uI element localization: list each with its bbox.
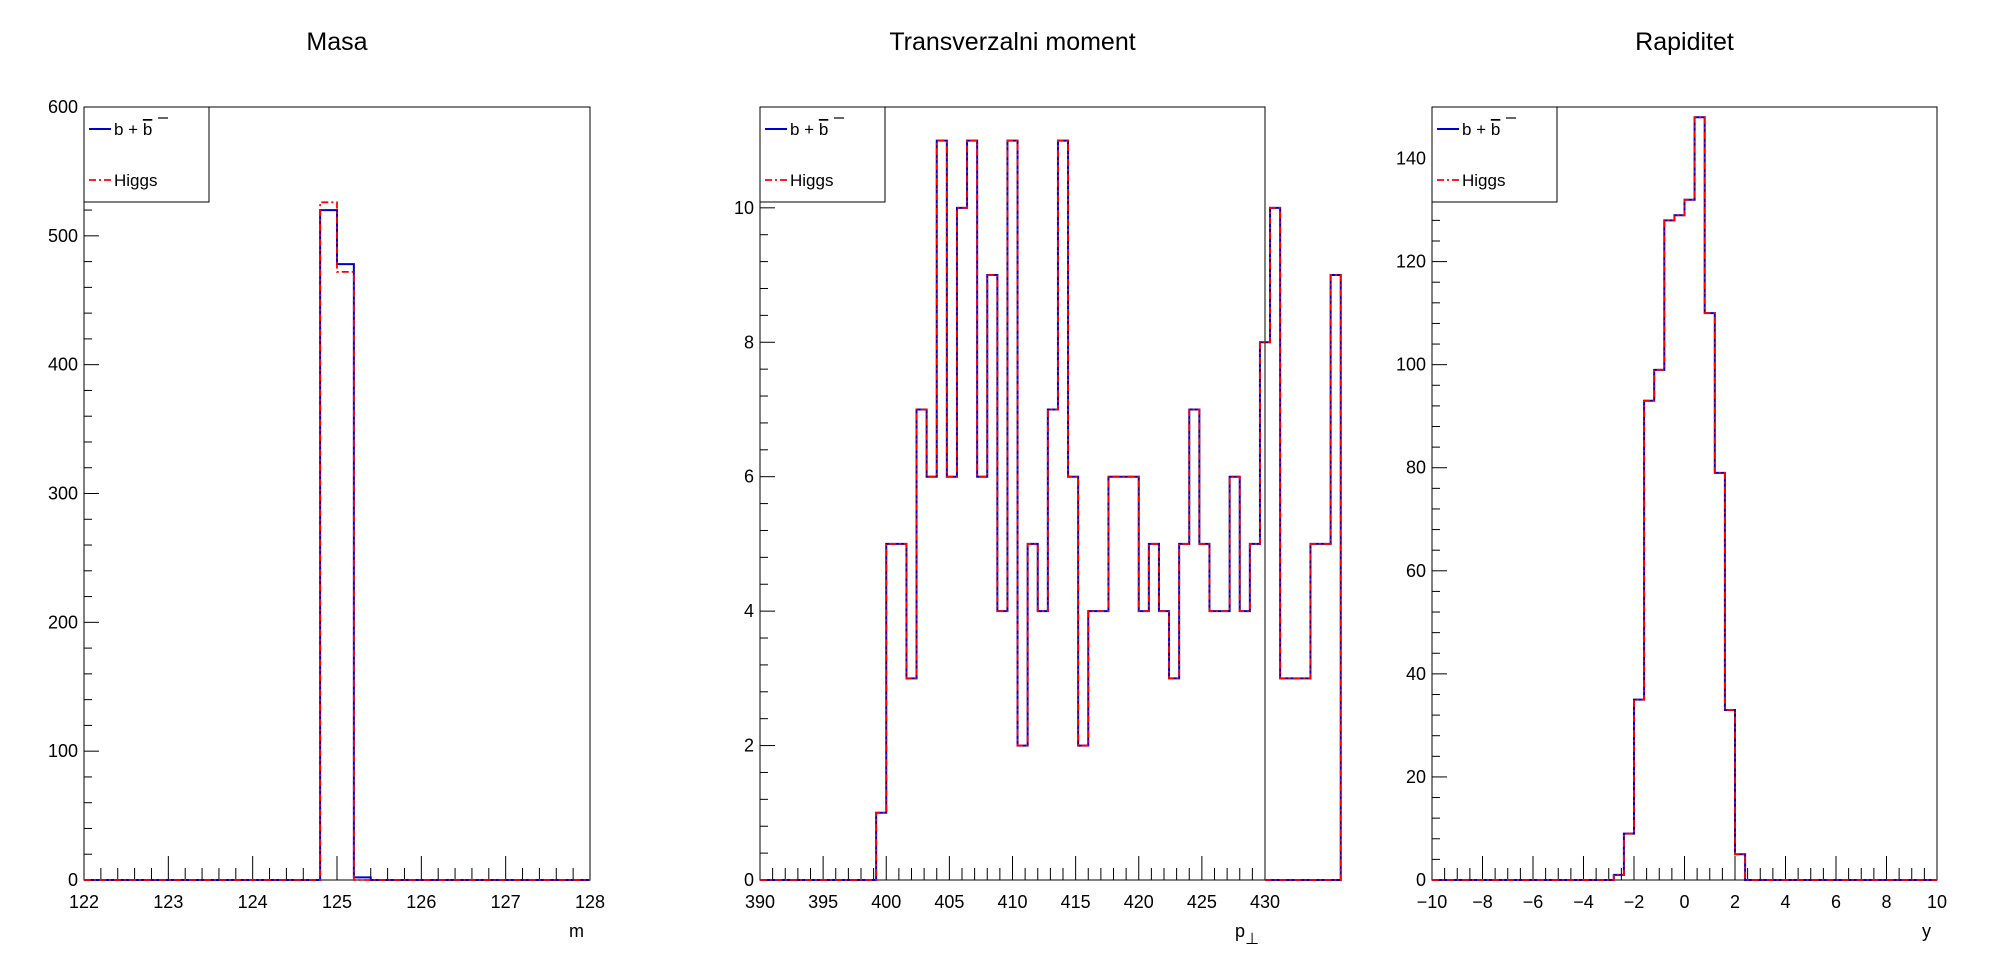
chart-title: Rapiditet: [1635, 28, 1734, 56]
x-tick-label: 425: [1187, 892, 1217, 912]
legend-label-higgs: Higgs: [790, 171, 833, 190]
x-tick-label: 415: [1061, 892, 1091, 912]
y-tick-label: 2: [744, 736, 754, 756]
y-tick-label: 600: [48, 97, 78, 117]
y-tick-label: 0: [744, 870, 754, 890]
panel-3: Rapiditet 0 20 40 60 80 100 120 140 −10 −8 −6 −4 −2 0 2…: [1396, 28, 1947, 941]
x-tick-label: −4: [1573, 892, 1594, 912]
x-tick-label: 405: [934, 892, 964, 912]
y-tick-label: 100: [1396, 355, 1426, 375]
y-tick-label: 10: [734, 198, 754, 218]
legend-label-bbbar: b + b: [790, 120, 828, 139]
x-tick-label: −10: [1417, 892, 1448, 912]
y-tick-label: 200: [48, 612, 78, 632]
legend-label-bbbar: b + b: [1462, 120, 1500, 139]
series-higgs-line: [84, 201, 590, 881]
legend: b + b Higgs: [83, 106, 210, 203]
legend-box: [83, 106, 210, 203]
legend-label-higgs: Higgs: [1462, 171, 1505, 190]
series-higgs-line: [760, 139, 1342, 881]
x-tick-label: 124: [238, 892, 268, 912]
chart-title: Masa: [306, 28, 367, 56]
y-tick-label: 40: [1406, 664, 1426, 684]
panel-2: Transverzalni moment 0 2 4 6 8 10 390 395 400 405 4…: [734, 28, 1342, 948]
x-axis-title: m: [569, 921, 584, 941]
x-tick-label: 8: [1881, 892, 1891, 912]
x-axis-title: p⊥: [1235, 921, 1259, 948]
series-higgs-line: [1432, 116, 1937, 881]
x-tick-label: 126: [406, 892, 436, 912]
legend-box: [759, 106, 886, 203]
x-tick-label: 420: [1124, 892, 1154, 912]
series-bbbar-line: [1432, 116, 1937, 881]
y-tick-label: 80: [1406, 458, 1426, 478]
legend: b + b Higgs: [1431, 106, 1558, 203]
x-tick-label: 128: [575, 892, 605, 912]
x-tick-label: 10: [1927, 892, 1947, 912]
x-tick-label: 395: [808, 892, 838, 912]
x-tick-label: 122: [69, 892, 99, 912]
x-tick-label: 4: [1780, 892, 1790, 912]
x-tick-label: 127: [491, 892, 521, 912]
plot-frame: [1431, 106, 1938, 881]
y-tick-label: 300: [48, 484, 78, 504]
x-tick-label: 2: [1730, 892, 1740, 912]
y-tick-label: 0: [1416, 870, 1426, 890]
x-tick-label: 410: [997, 892, 1027, 912]
x-tick-label: 400: [871, 892, 901, 912]
x-tick-label: 6: [1831, 892, 1841, 912]
y-tick-label: 60: [1406, 561, 1426, 581]
x-tick-label: 430: [1250, 892, 1280, 912]
chart-title: Transverzalni moment: [889, 28, 1135, 56]
legend-label-bbbar: b + b: [114, 120, 152, 139]
x-tick-label: 0: [1679, 892, 1689, 912]
x-tick-label: 125: [322, 892, 352, 912]
legend-label-higgs: Higgs: [114, 171, 157, 190]
x-tick-label: −2: [1624, 892, 1645, 912]
x-tick-label: 390: [745, 892, 775, 912]
y-tick-label: 120: [1396, 252, 1426, 272]
x-axis-title: y: [1922, 921, 1931, 941]
series-bbbar-line: [760, 139, 1342, 881]
x-tick-label: −6: [1523, 892, 1544, 912]
y-tick-label: 140: [1396, 149, 1426, 169]
y-tick-label: 100: [48, 741, 78, 761]
x-tick-label: 123: [153, 892, 183, 912]
y-tick-label: 500: [48, 226, 78, 246]
legend: b + b Higgs: [759, 106, 886, 203]
x-tick-label: −8: [1472, 892, 1493, 912]
y-tick-label: 0: [68, 870, 78, 890]
series-bbbar-line: [84, 209, 590, 881]
y-tick-label: 8: [744, 332, 754, 352]
y-tick-label: 20: [1406, 767, 1426, 787]
y-tick-label: 6: [744, 467, 754, 487]
y-tick-label: 400: [48, 355, 78, 375]
y-tick-label: 4: [744, 601, 754, 621]
legend-box: [1431, 106, 1558, 203]
panel-1: Masa 0 100 200 300 400 500 600 122 123 124 125 126 12…: [48, 28, 605, 941]
